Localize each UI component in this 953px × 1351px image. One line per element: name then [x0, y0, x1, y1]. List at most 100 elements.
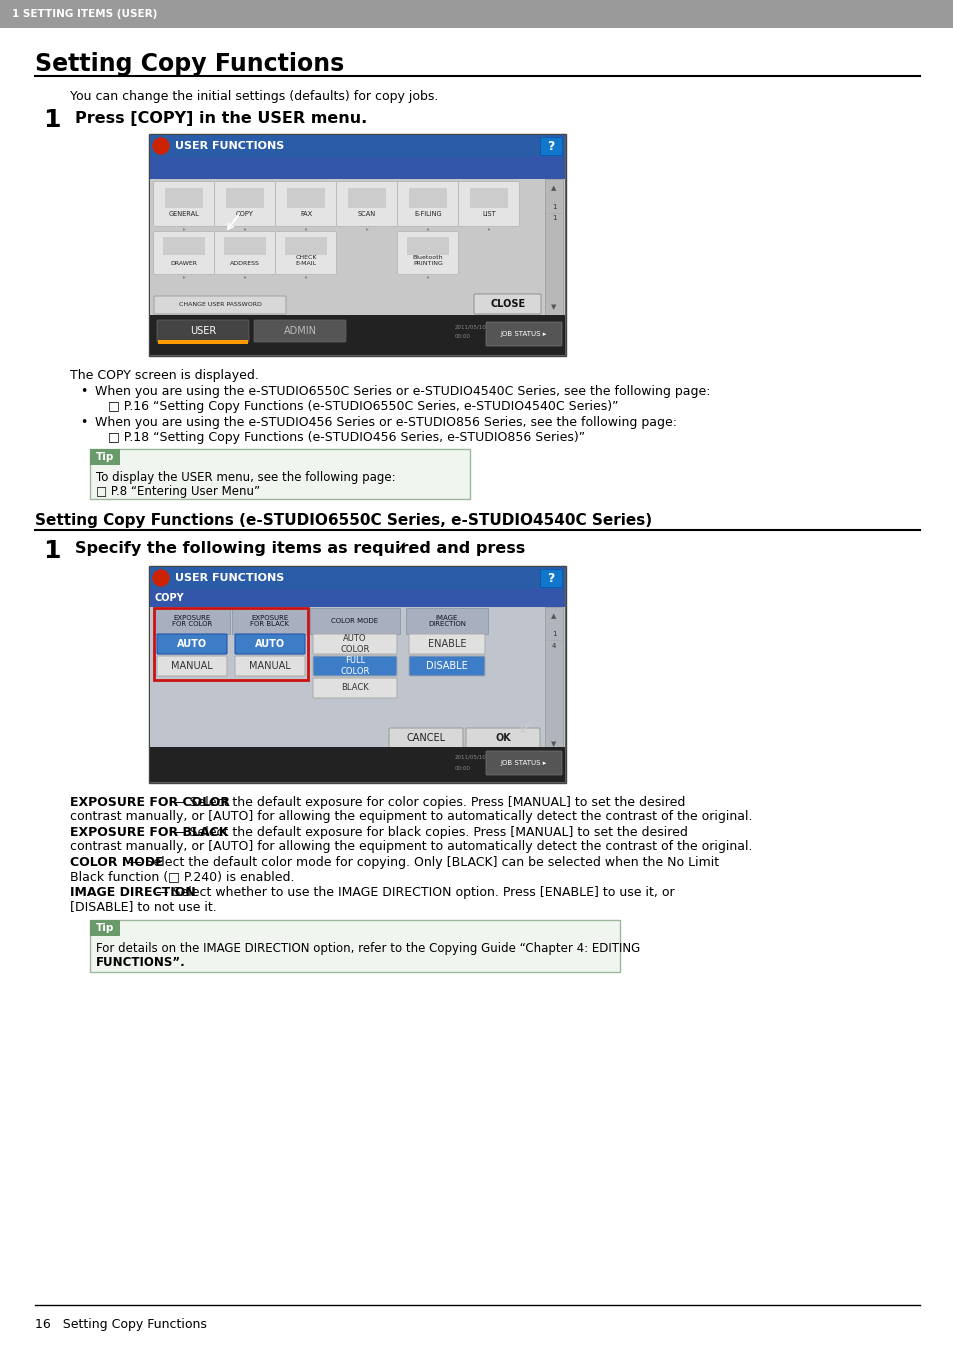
- FancyBboxPatch shape: [214, 231, 275, 274]
- Text: 1 SETTING ITEMS (USER): 1 SETTING ITEMS (USER): [12, 9, 157, 19]
- FancyBboxPatch shape: [348, 188, 386, 208]
- FancyBboxPatch shape: [539, 569, 561, 586]
- Text: FUNCTIONS”.: FUNCTIONS”.: [96, 957, 186, 969]
- Text: USER: USER: [190, 326, 216, 336]
- FancyBboxPatch shape: [224, 236, 266, 255]
- FancyBboxPatch shape: [150, 589, 564, 607]
- FancyBboxPatch shape: [232, 608, 308, 634]
- FancyBboxPatch shape: [234, 657, 305, 676]
- FancyBboxPatch shape: [150, 157, 564, 178]
- FancyBboxPatch shape: [313, 657, 396, 676]
- FancyBboxPatch shape: [90, 920, 120, 936]
- Text: ▸: ▸: [304, 274, 307, 280]
- Text: •: •: [80, 416, 88, 430]
- Text: For details on the IMAGE DIRECTION option, refer to the Copying Guide “Chapter 4: For details on the IMAGE DIRECTION optio…: [96, 942, 639, 955]
- FancyBboxPatch shape: [407, 236, 449, 255]
- Text: MANUAL: MANUAL: [171, 661, 213, 671]
- FancyBboxPatch shape: [485, 322, 561, 346]
- Text: SCAN: SCAN: [357, 211, 375, 218]
- Text: CHECK
E-MAIL: CHECK E-MAIL: [294, 255, 316, 266]
- Text: AUTO: AUTO: [254, 639, 285, 648]
- Text: ENABLE: ENABLE: [427, 639, 466, 648]
- Text: When you are using the e-STUDIO6550C Series or e-STUDIO4540C Series, see the fol: When you are using the e-STUDIO6550C Ser…: [95, 385, 710, 399]
- FancyBboxPatch shape: [470, 188, 507, 208]
- FancyBboxPatch shape: [149, 134, 565, 357]
- FancyBboxPatch shape: [397, 231, 458, 274]
- FancyBboxPatch shape: [226, 188, 264, 208]
- Text: □ P.8 “Entering User Menu”: □ P.8 “Entering User Menu”: [96, 485, 260, 499]
- Text: ▸: ▸: [487, 226, 490, 231]
- Circle shape: [152, 570, 169, 586]
- Text: EXPOSURE
FOR BLACK: EXPOSURE FOR BLACK: [251, 615, 289, 627]
- FancyBboxPatch shape: [409, 657, 484, 676]
- FancyBboxPatch shape: [165, 188, 203, 208]
- Text: [DISABLE] to not use it.: [DISABLE] to not use it.: [70, 900, 216, 913]
- FancyBboxPatch shape: [285, 236, 327, 255]
- Text: 16   Setting Copy Functions: 16 Setting Copy Functions: [35, 1319, 207, 1331]
- FancyBboxPatch shape: [458, 181, 519, 227]
- Text: ▸: ▸: [365, 226, 368, 231]
- Text: USER FUNCTIONS: USER FUNCTIONS: [174, 141, 284, 151]
- Text: ▲: ▲: [551, 613, 557, 619]
- FancyBboxPatch shape: [90, 449, 470, 499]
- Text: JOB STATUS ▸: JOB STATUS ▸: [500, 761, 547, 766]
- FancyBboxPatch shape: [0, 0, 953, 28]
- Text: Bluetooth
PRINTING: Bluetooth PRINTING: [413, 255, 443, 266]
- Text: When you are using the e-STUDIO456 Series or e-STUDIO856 Series, see the followi: When you are using the e-STUDIO456 Serie…: [95, 416, 677, 430]
- Text: □ P.18 “Setting Copy Functions (e-STUDIO456 Series, e-STUDIO856 Series)”: □ P.18 “Setting Copy Functions (e-STUDIO…: [108, 431, 584, 444]
- Text: COLOR MODE: COLOR MODE: [70, 857, 164, 869]
- FancyBboxPatch shape: [153, 296, 286, 313]
- Text: 2011/05/10: 2011/05/10: [455, 754, 486, 759]
- Text: EXPOSURE FOR BLACK: EXPOSURE FOR BLACK: [70, 825, 228, 839]
- Text: EXPOSURE
FOR COLOR: EXPOSURE FOR COLOR: [172, 615, 212, 627]
- FancyBboxPatch shape: [406, 608, 488, 634]
- Text: 00:00: 00:00: [455, 335, 471, 339]
- Text: FULL
COLOR: FULL COLOR: [340, 657, 370, 676]
- FancyBboxPatch shape: [275, 231, 336, 274]
- Text: FAX: FAX: [299, 211, 312, 218]
- Text: ADDRESS: ADDRESS: [230, 261, 259, 266]
- Text: ?: ?: [547, 139, 554, 153]
- FancyBboxPatch shape: [275, 181, 336, 227]
- FancyBboxPatch shape: [157, 634, 227, 654]
- Text: COPY: COPY: [235, 211, 253, 218]
- FancyBboxPatch shape: [158, 340, 248, 345]
- FancyBboxPatch shape: [90, 920, 619, 971]
- FancyBboxPatch shape: [336, 181, 397, 227]
- Text: IMAGE DIRECTION: IMAGE DIRECTION: [70, 886, 195, 898]
- Text: 1: 1: [551, 204, 556, 209]
- FancyBboxPatch shape: [485, 751, 561, 775]
- Text: BLACK: BLACK: [341, 684, 369, 693]
- FancyBboxPatch shape: [163, 236, 205, 255]
- FancyBboxPatch shape: [234, 634, 305, 654]
- Text: ▲: ▲: [551, 185, 557, 190]
- FancyBboxPatch shape: [287, 188, 325, 208]
- Text: — Select the default color mode for copying. Only [BLACK] can be selected when t: — Select the default color mode for copy…: [125, 857, 719, 869]
- Text: COPY: COPY: [154, 593, 185, 603]
- FancyBboxPatch shape: [474, 295, 540, 313]
- FancyBboxPatch shape: [150, 607, 564, 757]
- FancyBboxPatch shape: [409, 188, 447, 208]
- Text: ▸: ▸: [426, 274, 429, 280]
- Text: ▸: ▸: [304, 226, 307, 231]
- FancyBboxPatch shape: [157, 320, 249, 342]
- Text: ↙: ↙: [517, 717, 533, 736]
- FancyBboxPatch shape: [150, 135, 564, 157]
- Text: 4: 4: [551, 643, 556, 648]
- Text: 00:00: 00:00: [455, 766, 471, 770]
- Text: — Select the default exposure for color copies. Press [MANUAL] to set the desire: — Select the default exposure for color …: [169, 796, 684, 809]
- FancyBboxPatch shape: [90, 449, 120, 465]
- FancyBboxPatch shape: [310, 608, 399, 634]
- Text: 1: 1: [43, 108, 61, 132]
- Text: COLOR MODE: COLOR MODE: [331, 617, 378, 624]
- Text: 2011/05/10: 2011/05/10: [455, 324, 486, 330]
- Text: 1: 1: [551, 215, 556, 222]
- Text: CLOSE: CLOSE: [490, 299, 525, 309]
- Text: ▸: ▸: [182, 274, 185, 280]
- Text: DRAWER: DRAWER: [171, 261, 197, 266]
- FancyBboxPatch shape: [150, 178, 564, 319]
- Text: AUTO
COLOR: AUTO COLOR: [340, 635, 370, 654]
- Text: To display the USER menu, see the following page:: To display the USER menu, see the follow…: [96, 471, 395, 484]
- Text: contrast manually, or [AUTO] for allowing the equipment to automatically detect : contrast manually, or [AUTO] for allowin…: [70, 840, 752, 852]
- FancyBboxPatch shape: [149, 566, 565, 784]
